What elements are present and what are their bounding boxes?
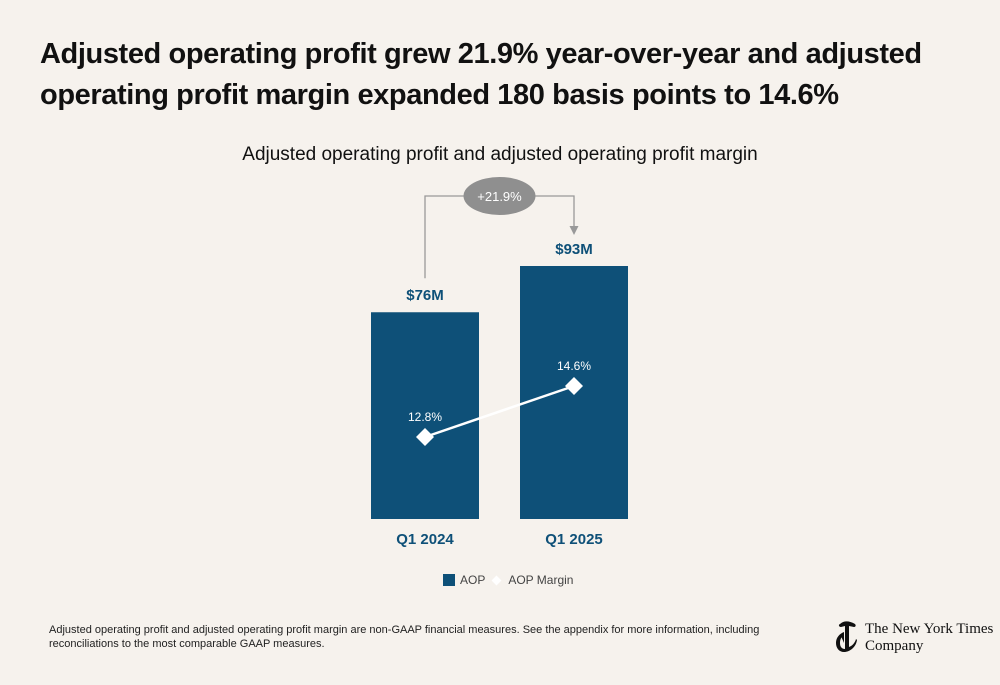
margin-line — [424, 384, 575, 439]
nyt-t-logo-icon — [836, 621, 857, 652]
x-tick-label-2: Q1 2025 — [545, 531, 603, 548]
logo-line-2: Company — [865, 638, 924, 654]
legend-label-aop: AOP — [460, 573, 486, 587]
x-tick-label-1: Q1 2024 — [396, 531, 454, 548]
legend-diamond-icon — [491, 575, 502, 585]
footnote: Adjusted operating profit and adjusted o… — [49, 624, 760, 650]
legend-item-aop-margin: AOP Margin — [485, 573, 573, 587]
margin-point-2 — [565, 377, 583, 395]
bar-value-label-1: $76M — [406, 287, 444, 304]
logo-wordmark: The New York Times Company — [865, 621, 993, 655]
margin-label-1: 12.8% — [408, 410, 442, 424]
legend: AOP AOP Margin — [443, 572, 573, 588]
growth-label: +21.9% — [477, 189, 522, 204]
headline: Adjusted operating profit grew 21.9% yea… — [40, 38, 922, 111]
legend-label-aop-margin: AOP Margin — [508, 573, 574, 587]
bar-value-label-2: $93M — [555, 241, 593, 258]
growth-arrow-icon — [569, 226, 579, 235]
margin-label-2: 14.6% — [557, 359, 591, 373]
chart-title: Adjusted operating profit and adjusted o… — [242, 144, 758, 165]
growth-bubble — [463, 177, 536, 215]
company-logo: The New York Times Company — [835, 619, 993, 655]
bar-1 — [371, 312, 479, 519]
legend-square-icon — [443, 574, 455, 586]
logo-line-1: The New York Times — [865, 621, 994, 637]
legend-item-aop: AOP — [443, 573, 485, 587]
margin-point-1 — [416, 428, 434, 446]
